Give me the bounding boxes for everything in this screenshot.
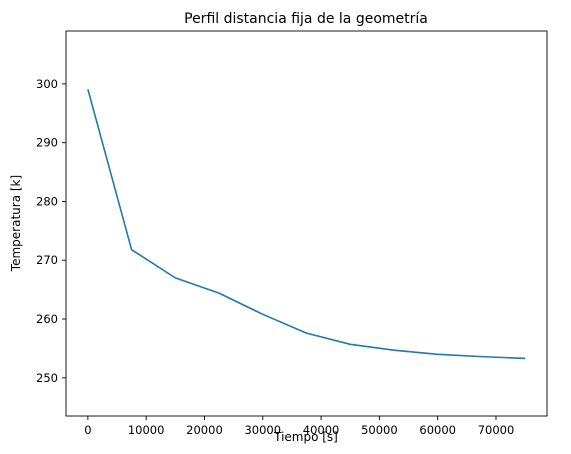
x-tick-label: 30000: [244, 423, 281, 437]
x-tick-label: 10000: [128, 423, 165, 437]
y-tick-label: 270: [36, 253, 58, 267]
y-tick-label: 300: [36, 77, 58, 91]
y-tick-label: 260: [36, 312, 58, 326]
series-line: [87, 88, 526, 360]
plot-area: [87, 88, 526, 360]
plot-frame: [65, 30, 548, 417]
x-axis: 0 10000 20000 30000 40000 50000 60000 70000: [84, 416, 514, 437]
y-axis-label: Temperatura [k]: [9, 175, 23, 272]
chart-title: Perfil distancia fija de la geometría: [184, 11, 428, 27]
x-tick-label: 60000: [419, 423, 456, 437]
x-tick-label: 70000: [478, 423, 515, 437]
x-axis-label: Tiempo [s]: [273, 430, 338, 444]
x-tick-label: 50000: [361, 423, 398, 437]
x-tick-label: 20000: [186, 423, 223, 437]
y-tick-label: 250: [36, 371, 58, 385]
x-tick-label: 0: [84, 423, 91, 437]
y-tick-label: 280: [36, 194, 58, 208]
x-tick-label: 40000: [303, 423, 340, 437]
y-tick-label: 290: [36, 136, 58, 150]
y-axis: 250 260 270 280 290 300: [36, 77, 66, 385]
